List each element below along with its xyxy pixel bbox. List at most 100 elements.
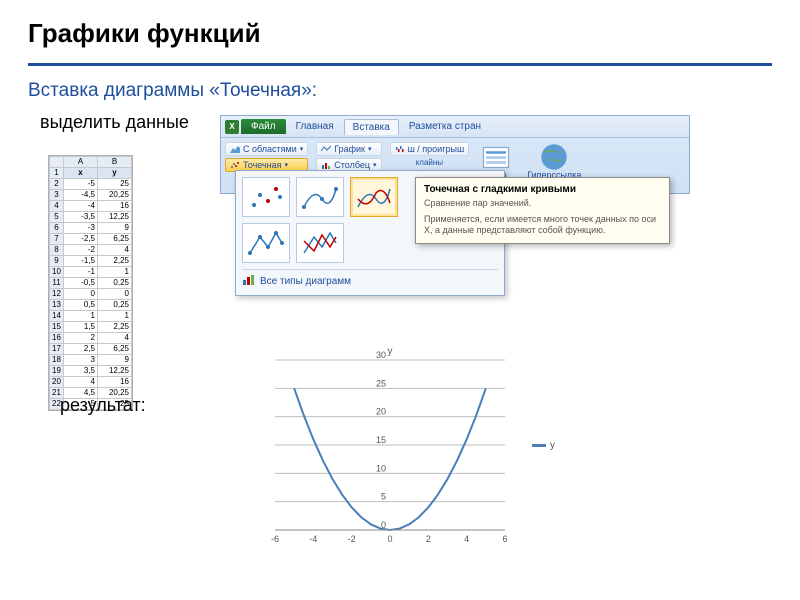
- svg-text:25: 25: [376, 378, 386, 388]
- row-num: 5: [50, 212, 64, 223]
- row-num: 2: [50, 179, 64, 190]
- result-chart: 051015202530-6-4-20246y y: [235, 340, 565, 560]
- scatter-smooth-markers-option[interactable]: [296, 177, 344, 217]
- svg-text:y: y: [388, 346, 393, 357]
- tab-home[interactable]: Главная: [288, 119, 342, 134]
- cell-x: -4: [64, 201, 98, 212]
- cell-x: -0,5: [64, 278, 98, 289]
- globe-icon: [539, 144, 569, 170]
- row-num: 9: [50, 256, 64, 267]
- sparklines-group-label: клайны: [390, 158, 470, 167]
- cell-y: 16: [98, 377, 132, 388]
- row-num: 7: [50, 234, 64, 245]
- page-title: Графики функций: [28, 18, 772, 49]
- cell-y: 4: [98, 333, 132, 344]
- scatter-lines-option[interactable]: [296, 223, 344, 263]
- cell-y: 25: [98, 179, 132, 190]
- line-chart-button[interactable]: График▾: [316, 142, 381, 156]
- file-tab[interactable]: Файл: [241, 119, 286, 134]
- slicer-icon: [481, 144, 511, 170]
- area-chart-button[interactable]: С областями▾: [225, 142, 308, 156]
- svg-text:5: 5: [381, 492, 386, 502]
- sparkline-icon: [395, 145, 405, 153]
- line-chart-icon: [321, 145, 331, 153]
- svg-text:15: 15: [376, 435, 386, 445]
- column-label: Столбец: [334, 160, 370, 170]
- cell-x: 0,5: [64, 300, 98, 311]
- svg-text:-6: -6: [271, 534, 279, 544]
- cell-x: 0: [64, 289, 98, 300]
- cell-y: 12,25: [98, 366, 132, 377]
- area-chart-icon: [230, 145, 240, 153]
- cell-y: 6,25: [98, 234, 132, 245]
- sparkwl-label: ш / проигрыш: [408, 144, 465, 154]
- cell-x: -1,5: [64, 256, 98, 267]
- svg-text:10: 10: [376, 463, 386, 473]
- cell-x: 1: [64, 311, 98, 322]
- cell-x: -5: [64, 179, 98, 190]
- cell-x: 2: [64, 333, 98, 344]
- row-num: 16: [50, 333, 64, 344]
- header-x: x: [64, 168, 98, 179]
- cell-x: -3,5: [64, 212, 98, 223]
- row-num: 20: [50, 377, 64, 388]
- all-chart-types-button[interactable]: Все типы диаграмм: [260, 276, 351, 287]
- scatter-label: Точечная: [243, 160, 282, 170]
- cell-y: 20,25: [98, 190, 132, 201]
- cell-x: -1: [64, 267, 98, 278]
- svg-text:4: 4: [464, 534, 469, 544]
- cell-y: 1: [98, 311, 132, 322]
- row-num: 8: [50, 245, 64, 256]
- row-num: 13: [50, 300, 64, 311]
- col-header: A: [64, 157, 98, 168]
- scatter-smooth-option[interactable]: [350, 177, 398, 217]
- tooltip-line2: Применяется, если имеется много точек да…: [424, 214, 661, 237]
- header-y: y: [98, 168, 132, 179]
- cell-y: 0: [98, 289, 132, 300]
- cell-y: 0,25: [98, 278, 132, 289]
- cell-x: -2,5: [64, 234, 98, 245]
- row-num: 17: [50, 344, 64, 355]
- scatter-chart-icon: [230, 161, 240, 169]
- row-num: 6: [50, 223, 64, 234]
- cell-x: -4,5: [64, 190, 98, 201]
- row-num: 1: [50, 168, 64, 179]
- row-num: 19: [50, 366, 64, 377]
- scatter-lines-markers-option[interactable]: [242, 223, 290, 263]
- row-num: 14: [50, 311, 64, 322]
- result-label: результат:: [60, 395, 146, 416]
- svg-text:20: 20: [376, 407, 386, 417]
- svg-text:6: 6: [502, 534, 507, 544]
- cell-x: 4: [64, 377, 98, 388]
- cell-y: 0,25: [98, 300, 132, 311]
- cell-x: -3: [64, 223, 98, 234]
- svg-text:30: 30: [376, 350, 386, 360]
- tooltip-line1: Сравнение пар значений.: [424, 198, 661, 210]
- subtitle: Вставка диаграммы «Точечная»:: [0, 66, 800, 106]
- cell-x: 3: [64, 355, 98, 366]
- svg-text:0: 0: [387, 534, 392, 544]
- svg-text:2: 2: [426, 534, 431, 544]
- column-chart-icon: [321, 161, 331, 169]
- cell-y: 9: [98, 355, 132, 366]
- legend: y: [532, 440, 555, 451]
- cell-y: 6,25: [98, 344, 132, 355]
- tooltip-title: Точечная с гладкими кривыми: [424, 184, 661, 195]
- legend-label: y: [550, 440, 555, 451]
- scatter-markers-option[interactable]: [242, 177, 290, 217]
- cell-x: 2,5: [64, 344, 98, 355]
- tooltip: Точечная с гладкими кривыми Сравнение па…: [415, 177, 670, 244]
- row-num: 12: [50, 289, 64, 300]
- svg-text:-4: -4: [309, 534, 317, 544]
- tab-layout[interactable]: Разметка стран: [401, 119, 489, 134]
- cell-x: 3,5: [64, 366, 98, 377]
- corner-cell: [50, 157, 64, 168]
- tab-insert[interactable]: Вставка: [344, 119, 399, 135]
- all-charts-icon: [242, 274, 256, 289]
- row-num: 4: [50, 201, 64, 212]
- excel-icon: X: [225, 120, 239, 134]
- row-num: 10: [50, 267, 64, 278]
- row-num: 15: [50, 322, 64, 333]
- cell-y: 12,25: [98, 212, 132, 223]
- sparkline-wl-button[interactable]: ш / проигрыш: [390, 142, 470, 156]
